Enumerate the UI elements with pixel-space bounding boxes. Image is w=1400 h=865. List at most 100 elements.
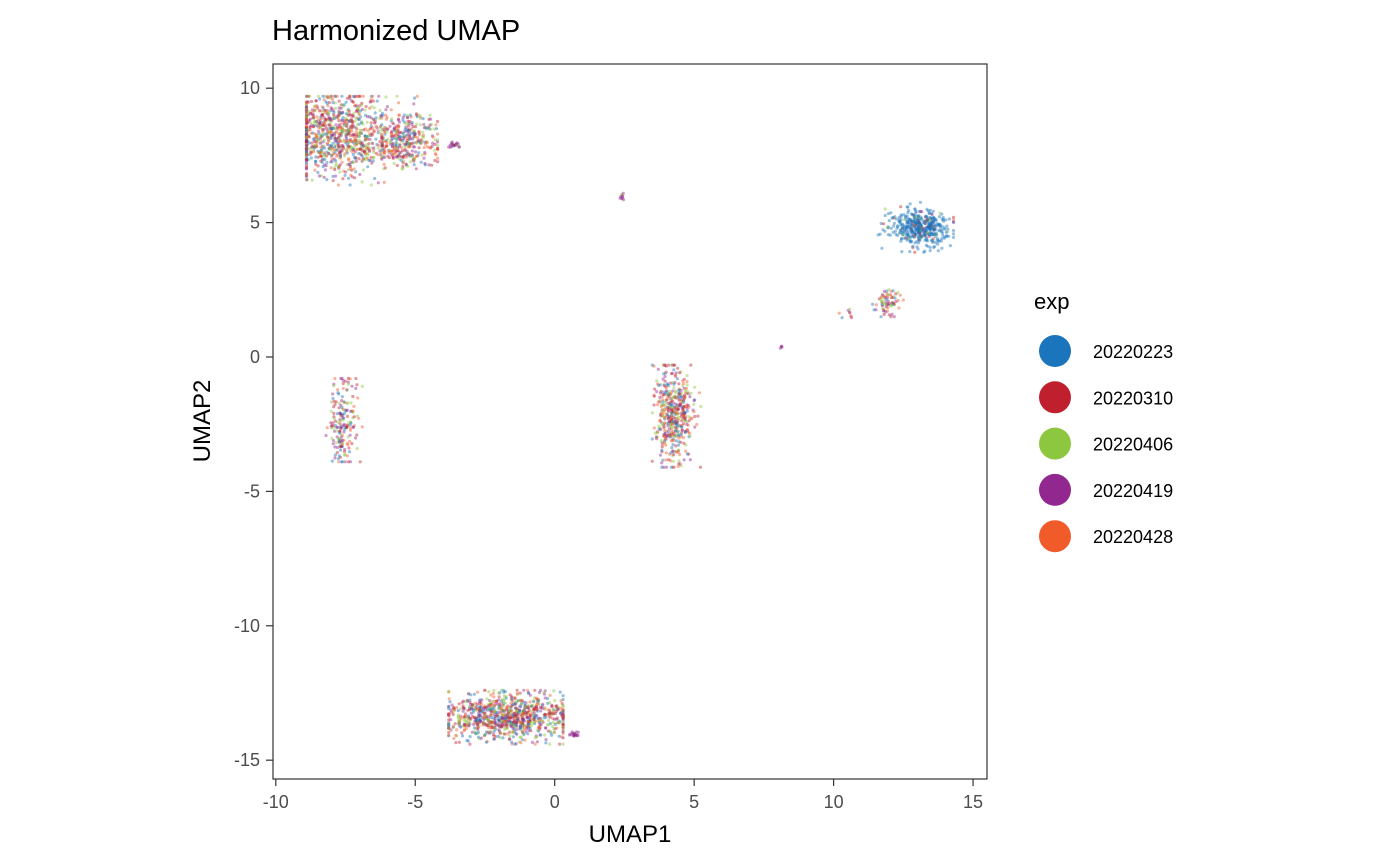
scatter-point xyxy=(679,435,683,439)
scatter-point xyxy=(337,431,341,435)
scatter-point xyxy=(898,293,902,297)
scatter-point xyxy=(522,727,527,731)
scatter-point xyxy=(345,124,349,128)
scatter-point xyxy=(359,143,363,147)
scatter-point xyxy=(913,223,917,227)
scatter-point xyxy=(670,399,674,403)
scatter-point xyxy=(779,345,784,349)
scatter-point xyxy=(327,123,331,127)
scatter-point xyxy=(899,213,903,217)
scatter-point xyxy=(340,143,344,147)
scatter-point xyxy=(324,117,328,121)
scatter-point xyxy=(402,135,406,139)
scatter-point xyxy=(669,407,674,411)
scatter-point xyxy=(306,158,310,162)
scatter-point xyxy=(304,111,309,115)
y-tick-label: -10 xyxy=(234,616,260,636)
scatter-point xyxy=(519,699,524,703)
scatter-point xyxy=(918,221,922,226)
scatter-point xyxy=(650,459,654,463)
scatter-point xyxy=(408,143,412,147)
scatter-point xyxy=(622,198,626,202)
scatter-point xyxy=(347,119,351,123)
scatter-point xyxy=(346,132,351,136)
scatter-point xyxy=(904,227,908,231)
scatter-point xyxy=(329,136,333,140)
scatter-point xyxy=(677,382,681,386)
scatter-point xyxy=(552,689,556,693)
scatter-point xyxy=(544,741,548,745)
scatter-point xyxy=(662,426,666,430)
scatter-point xyxy=(341,144,345,148)
scatter-point xyxy=(669,465,674,469)
scatter-point xyxy=(317,121,321,125)
scatter-point xyxy=(475,726,479,730)
scatter-point xyxy=(665,412,669,416)
scatter-point xyxy=(306,133,310,137)
scatter-point xyxy=(931,233,935,237)
scatter-point xyxy=(322,132,326,136)
scatter-point xyxy=(311,131,315,135)
scatter-point xyxy=(371,117,375,121)
scatter-point xyxy=(893,215,897,219)
scatter-point xyxy=(412,157,416,161)
scatter-point xyxy=(926,222,931,226)
scatter-point xyxy=(692,402,696,406)
plot-panel xyxy=(272,63,988,780)
scatter-point xyxy=(304,136,309,140)
scatter-point xyxy=(314,119,319,123)
scatter-point xyxy=(341,177,345,181)
scatter-point xyxy=(412,141,416,145)
scatter-point xyxy=(401,156,405,160)
scatter-point xyxy=(662,383,666,388)
scatter-point xyxy=(355,414,359,418)
scatter-point xyxy=(917,231,921,235)
scatter-point xyxy=(880,303,884,307)
scatter-point xyxy=(947,234,951,238)
scatter-point xyxy=(904,214,908,218)
scatter-point xyxy=(687,435,691,439)
scatter-point xyxy=(336,144,341,148)
scatter-point xyxy=(351,114,355,118)
scatter-point xyxy=(350,124,354,128)
scatter-point xyxy=(405,115,409,119)
scatter-point xyxy=(929,239,933,243)
scatter-point xyxy=(389,152,393,156)
scatter-point xyxy=(880,300,884,304)
scatter-point xyxy=(422,126,426,130)
scatter-point xyxy=(357,134,361,138)
scatter-point xyxy=(399,130,403,135)
scatter-point xyxy=(382,149,386,153)
scatter-point xyxy=(316,150,320,154)
scatter-point xyxy=(924,238,928,242)
scatter-point xyxy=(662,363,666,367)
scatter-point xyxy=(354,116,358,120)
scatter-point xyxy=(432,127,436,131)
scatter-point xyxy=(891,230,895,234)
scatter-point xyxy=(340,424,344,428)
scatter-point xyxy=(433,152,437,156)
scatter-point xyxy=(304,118,309,122)
scatter-point xyxy=(384,139,388,143)
scatter-point xyxy=(661,423,665,427)
scatter-point xyxy=(329,126,333,130)
scatter-point xyxy=(356,116,360,120)
scatter-point xyxy=(674,434,678,438)
scatter-point xyxy=(475,702,479,706)
scatter-point xyxy=(664,438,668,442)
scatter-point xyxy=(925,207,929,211)
scatter-point xyxy=(394,124,398,129)
scatter-point xyxy=(402,159,406,163)
scatter-point xyxy=(679,411,683,415)
scatter-point xyxy=(509,713,513,717)
scatter-point xyxy=(672,386,676,390)
scatter-point xyxy=(324,111,328,115)
scatter-point xyxy=(530,740,535,745)
scatter-point xyxy=(396,136,401,140)
scatter-point xyxy=(948,244,953,248)
scatter-point xyxy=(369,99,373,104)
scatter-point xyxy=(498,704,502,708)
scatter-point xyxy=(620,193,624,197)
scatter-point xyxy=(334,163,338,167)
scatter-point xyxy=(307,118,311,122)
